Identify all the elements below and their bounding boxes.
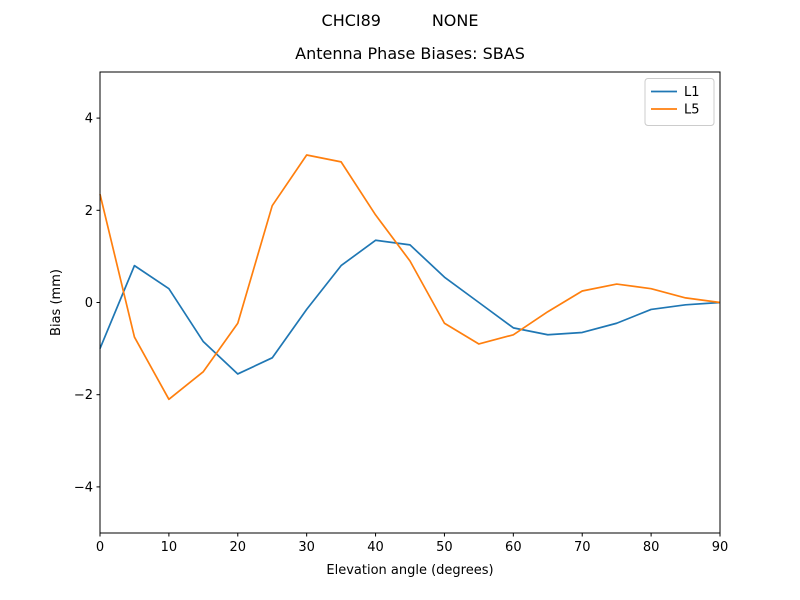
series-l5-line — [99, 154, 721, 401]
legend-box — [644, 78, 715, 126]
x-tick-label: 80 — [643, 540, 660, 555]
x-tick-label: 10 — [161, 540, 178, 555]
series-group — [99, 154, 721, 401]
series-l1-line — [99, 239, 721, 375]
y-tick-label: 0 — [85, 296, 93, 311]
x-tick-label: 70 — [574, 540, 591, 555]
legend: L1 L5 — [644, 78, 715, 126]
figure-suptitle: CHCI89 NONE — [322, 11, 479, 30]
y-tick-label: 4 — [85, 112, 93, 127]
y-tick-label: −2 — [74, 388, 93, 403]
x-tick-label: 90 — [712, 540, 729, 555]
x-tick-label: 50 — [436, 540, 453, 555]
y-tick-label: 2 — [85, 204, 93, 219]
y-tick-label: −4 — [74, 480, 93, 495]
chart-title: Antenna Phase Biases: SBAS — [295, 44, 525, 63]
legend-l5-label: L5 — [684, 103, 700, 118]
x-tick-label: 40 — [367, 540, 384, 555]
plot-border — [99, 71, 721, 534]
axes-ticks: 0 10 20 30 40 50 60 70 80 90 −4 −2 0 2 4 — [74, 112, 728, 555]
x-tick-label: 30 — [298, 540, 315, 555]
legend-l1-label: L1 — [684, 85, 700, 100]
y-axis-label: Bias (mm) — [49, 269, 64, 336]
x-tick-label: 0 — [96, 540, 104, 555]
x-tick-label: 20 — [230, 540, 247, 555]
x-axis-label: Elevation angle (degrees) — [326, 563, 493, 578]
x-tick-label: 60 — [505, 540, 522, 555]
